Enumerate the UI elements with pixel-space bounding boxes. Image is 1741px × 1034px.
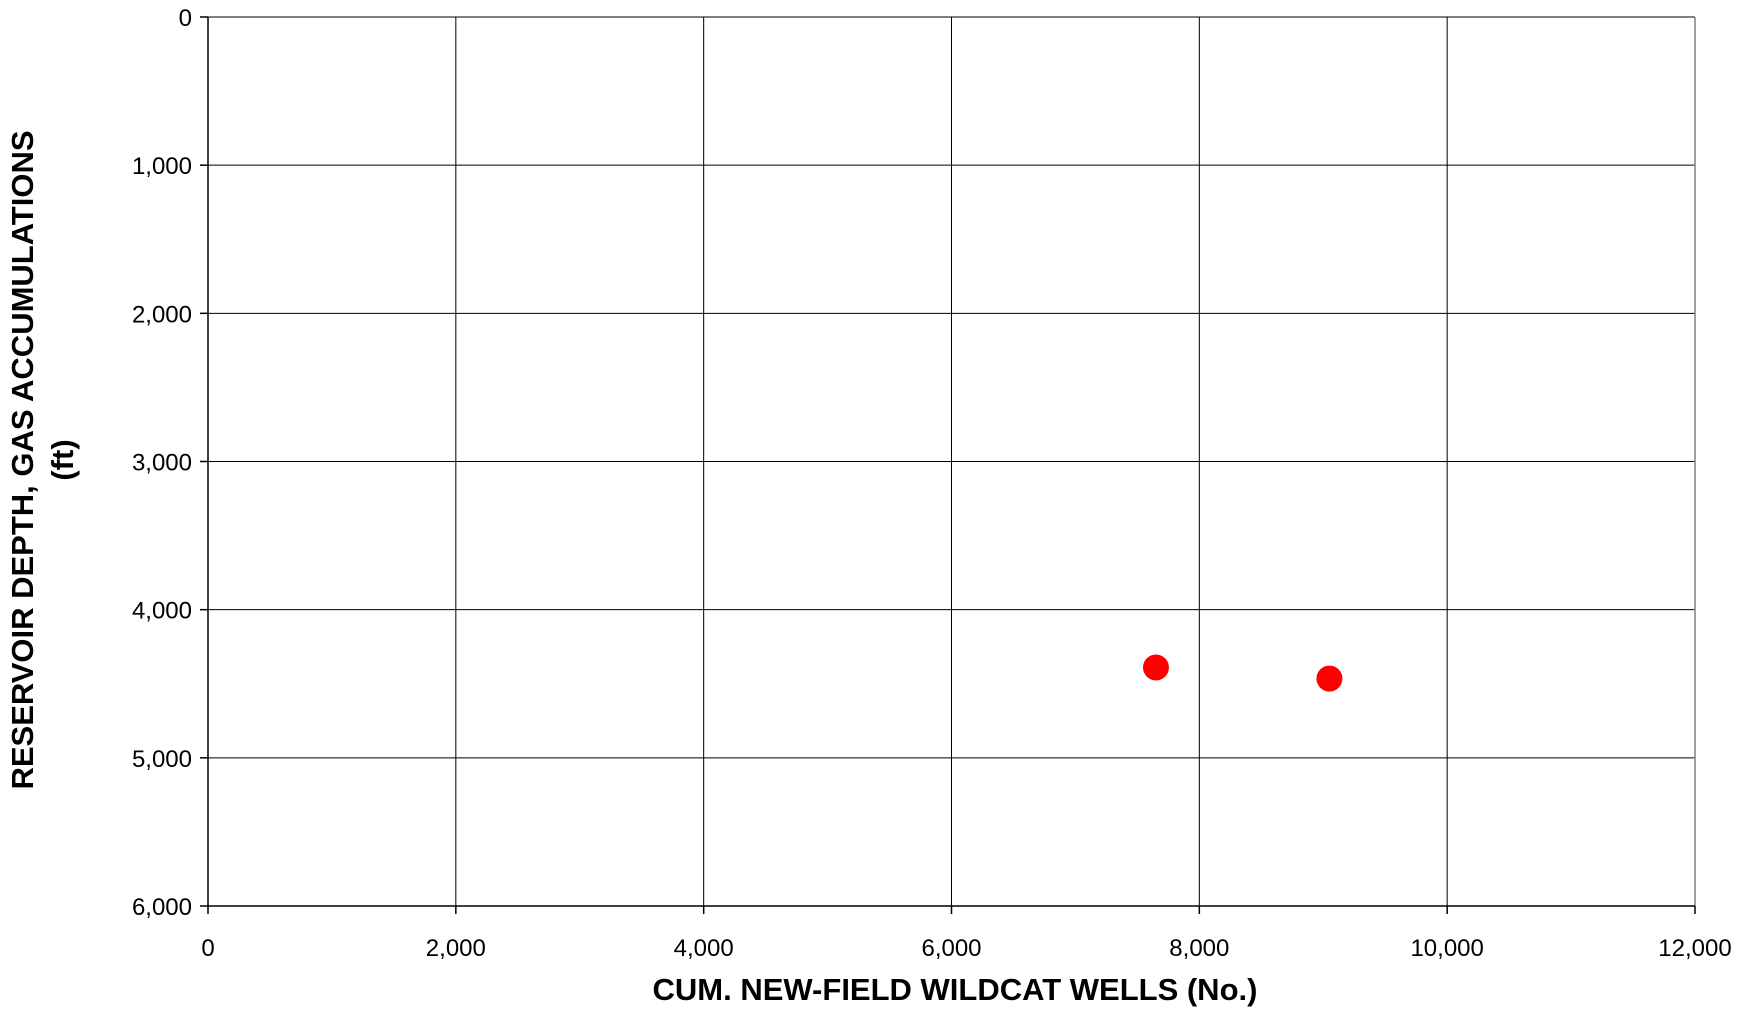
y-tick-label: 4,000 [132,598,192,625]
data-point [1142,654,1169,681]
x-tick-label: 8,000 [1169,935,1229,962]
data-point [1316,665,1343,692]
y-tick-label: 6,000 [132,894,192,921]
grid-lines [208,16,1696,906]
axes [200,16,1696,914]
y-axis-title-line-2: (ft) [45,439,80,480]
x-tick-label: 6,000 [921,935,981,962]
x-axis-title: CUM. NEW-FIELD WILDCAT WELLS (No.) [653,972,1258,1007]
y-tick-label: 5,000 [132,746,192,773]
x-tick-label: 12,000 [1658,935,1731,962]
y-tick-label: 3,000 [132,450,192,477]
y-tick-label: 0 [179,5,192,32]
x-tick-label: 2,000 [426,935,486,962]
x-tick-label: 10,000 [1410,935,1483,962]
y-tick-label: 2,000 [132,301,192,328]
x-tick-label: 0 [201,935,214,962]
y-axis-title-line-1: RESERVOIR DEPTH, GAS ACCUMULATIONS [5,130,40,789]
x-tick-label: 4,000 [674,935,734,962]
data-points [1142,654,1343,692]
tick-labels: 0 2,000 4,000 6,000 8,000 10,000 12,000 0 1,000 2… [132,5,1732,962]
y-tick-label: 1,000 [132,153,192,180]
